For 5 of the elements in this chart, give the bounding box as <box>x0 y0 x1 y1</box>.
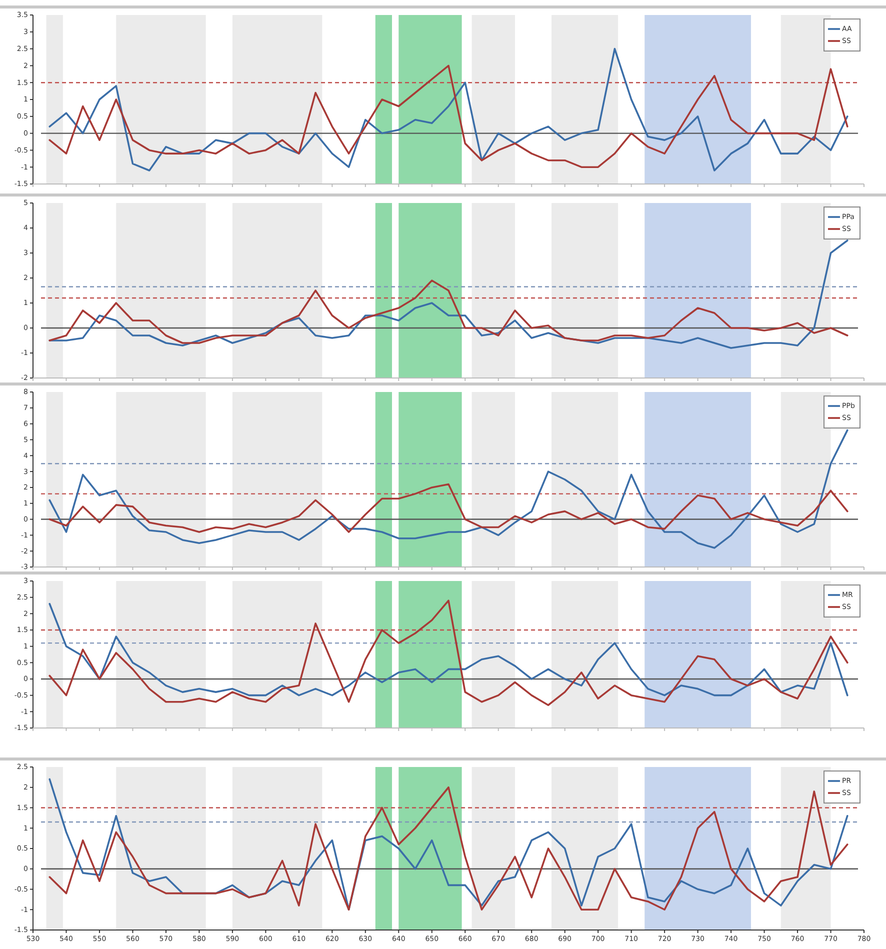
line-series <box>48 64 848 168</box>
line-series <box>48 483 848 533</box>
line-series <box>48 429 848 549</box>
line-series <box>48 48 848 172</box>
line-series <box>48 280 848 344</box>
